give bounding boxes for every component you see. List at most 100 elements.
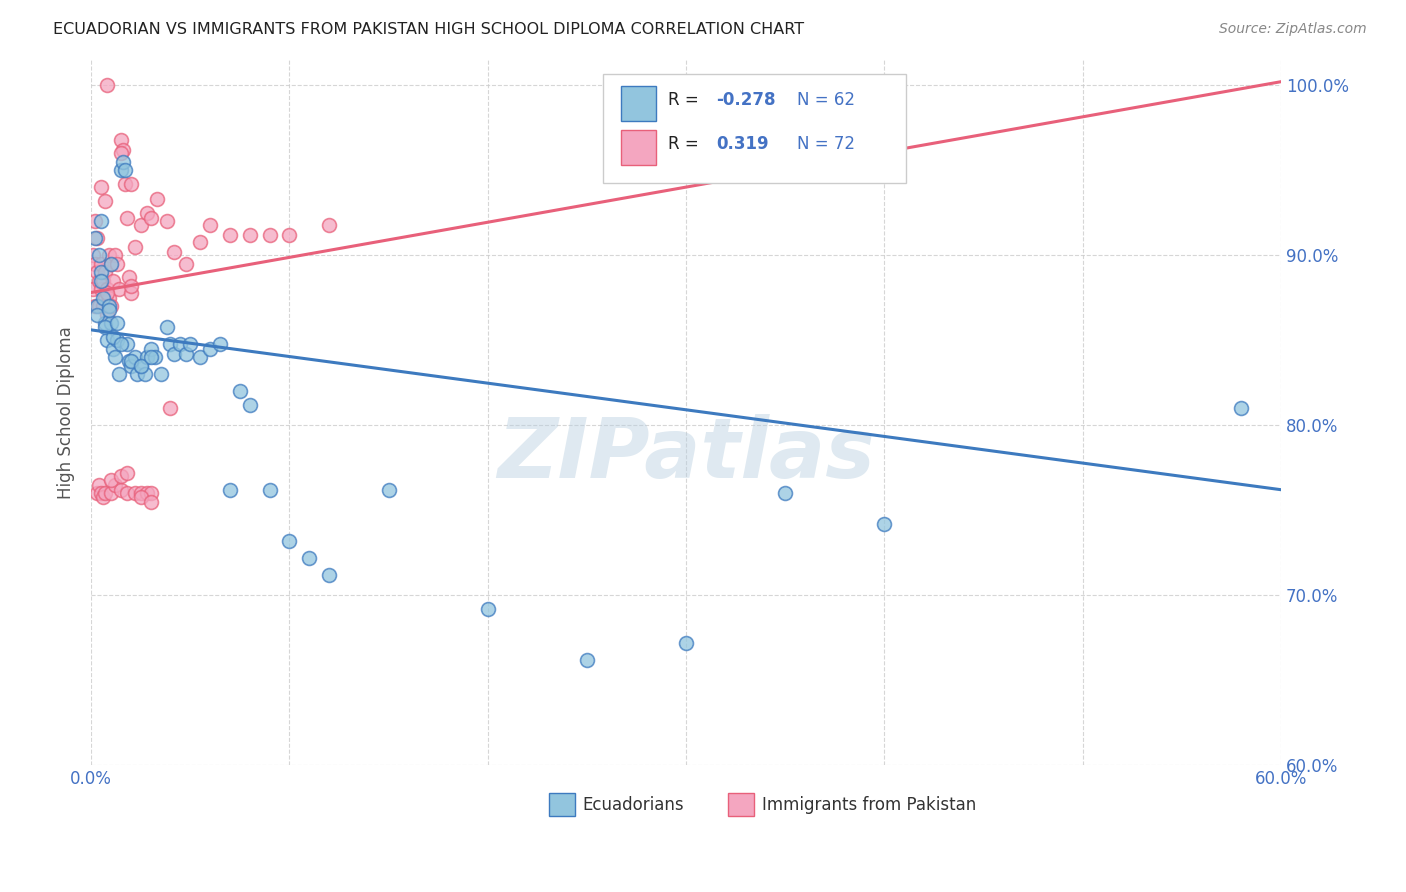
Point: [110, 483, 132, 497]
Point: [90, 180, 112, 194]
Point: [143, 350, 166, 364]
Point: [90, 486, 112, 500]
Point: [98, 291, 121, 305]
Point: [129, 486, 152, 500]
Point: [115, 486, 138, 500]
Point: [155, 319, 177, 334]
Point: [111, 154, 134, 169]
Point: [139, 211, 162, 225]
Point: [84, 257, 107, 271]
Point: [94, 319, 117, 334]
Point: [86, 486, 108, 500]
Point: [135, 486, 157, 500]
Point: [179, 336, 201, 351]
Point: [111, 143, 134, 157]
Point: [100, 473, 122, 487]
Point: [87, 477, 110, 491]
Point: [114, 163, 136, 178]
Text: -0.278: -0.278: [716, 91, 775, 109]
Point: [90, 282, 112, 296]
Point: [98, 248, 121, 262]
Point: [108, 367, 131, 381]
Point: [120, 359, 142, 373]
Point: [91, 299, 114, 313]
Point: [318, 567, 340, 582]
FancyBboxPatch shape: [603, 74, 907, 183]
FancyBboxPatch shape: [728, 793, 754, 816]
Point: [87, 274, 110, 288]
Point: [188, 235, 211, 249]
Point: [94, 291, 117, 305]
Point: [96, 78, 118, 92]
Point: [278, 533, 301, 548]
Text: N = 62: N = 62: [797, 91, 855, 109]
Point: [105, 257, 128, 271]
FancyBboxPatch shape: [550, 793, 575, 816]
Point: [96, 285, 118, 300]
Point: [575, 653, 598, 667]
Point: [120, 278, 142, 293]
Point: [219, 227, 242, 242]
Point: [198, 342, 221, 356]
Point: [100, 257, 122, 271]
Point: [209, 336, 232, 351]
Point: [115, 336, 138, 351]
Point: [169, 336, 191, 351]
Point: [120, 177, 142, 191]
Point: [98, 299, 121, 313]
Point: [100, 257, 122, 271]
Point: [259, 227, 281, 242]
Point: [86, 265, 108, 279]
Point: [155, 214, 177, 228]
Point: [104, 350, 127, 364]
Point: [159, 401, 181, 416]
Point: [134, 367, 156, 381]
Point: [135, 350, 157, 364]
Point: [163, 244, 186, 259]
Point: [101, 274, 124, 288]
Point: [163, 347, 186, 361]
Point: [96, 282, 118, 296]
Point: [84, 231, 107, 245]
Point: [94, 265, 117, 279]
Point: [96, 333, 118, 347]
Point: [873, 516, 896, 531]
Text: 0.319: 0.319: [716, 136, 769, 153]
Point: [90, 265, 112, 279]
Text: Source: ZipAtlas.com: Source: ZipAtlas.com: [1219, 22, 1367, 37]
Point: [90, 274, 112, 288]
Point: [125, 367, 148, 381]
Text: R =: R =: [668, 91, 704, 109]
Point: [129, 490, 152, 504]
Point: [675, 636, 697, 650]
Point: [188, 350, 211, 364]
FancyBboxPatch shape: [620, 130, 657, 165]
Point: [219, 483, 242, 497]
FancyBboxPatch shape: [620, 86, 657, 121]
Point: [124, 350, 146, 364]
Text: Immigrants from Pakistan: Immigrants from Pakistan: [762, 797, 976, 814]
Point: [135, 205, 157, 219]
Point: [82, 248, 104, 262]
Point: [773, 486, 796, 500]
Point: [298, 550, 321, 565]
Point: [94, 194, 117, 208]
Text: R =: R =: [668, 136, 710, 153]
Point: [100, 299, 122, 313]
Point: [120, 353, 142, 368]
Point: [91, 291, 114, 305]
Point: [377, 483, 399, 497]
Point: [139, 486, 162, 500]
Point: [176, 257, 198, 271]
Point: [198, 218, 221, 232]
Point: [101, 342, 124, 356]
Point: [110, 469, 132, 483]
Point: [110, 146, 132, 161]
Point: [94, 486, 117, 500]
Point: [84, 299, 107, 313]
Point: [477, 601, 499, 615]
Point: [84, 214, 107, 228]
Point: [176, 347, 198, 361]
Point: [100, 486, 122, 500]
Point: [104, 248, 127, 262]
